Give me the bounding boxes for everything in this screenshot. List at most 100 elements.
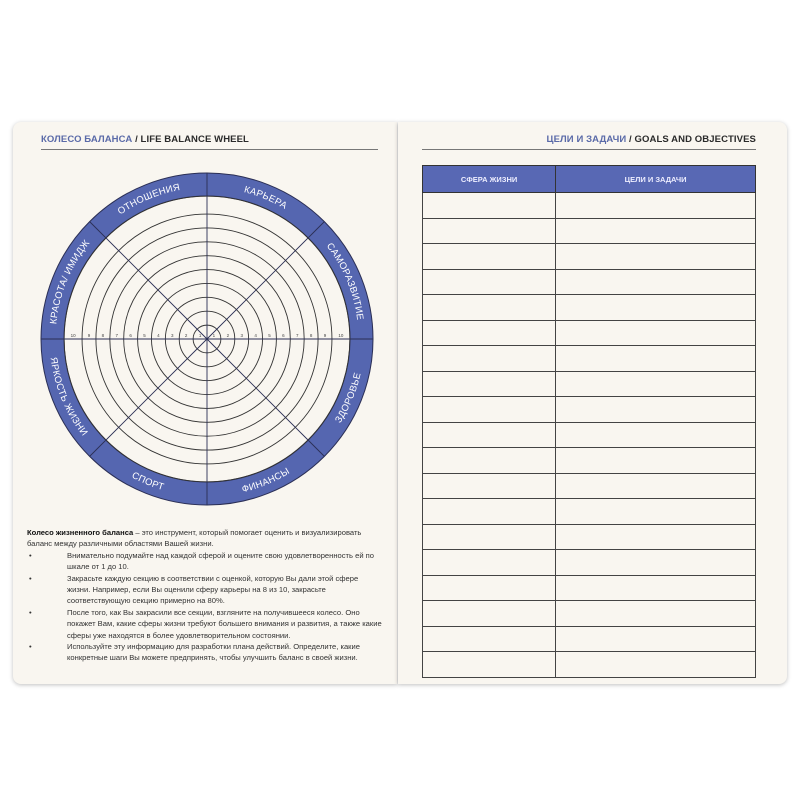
table-row xyxy=(421,421,756,448)
table-row xyxy=(421,447,756,474)
sphere-cell[interactable] xyxy=(421,268,557,295)
goals-cell[interactable] xyxy=(555,447,756,474)
title-ru: КОЛЕСО БАЛАНСА xyxy=(41,134,133,145)
list-item: Внимательно подумайте над каждой сферой … xyxy=(27,550,382,573)
goals-cell[interactable] xyxy=(555,549,756,576)
column-header-sphere: СФЕРА ЖИЗНИ xyxy=(421,165,557,193)
list-item: После того, как Вы закрасили все секции,… xyxy=(27,607,382,641)
goals-cell[interactable] xyxy=(555,294,756,321)
goals-cell[interactable] xyxy=(555,345,756,372)
table-row xyxy=(421,192,756,219)
sphere-cell[interactable] xyxy=(421,243,557,270)
right-page: ЦЕЛИ И ЗАДАЧИ / GOALS AND OBJECTIVES СФЕ… xyxy=(398,122,787,684)
scale-number: 6 xyxy=(282,333,285,338)
table-row xyxy=(421,600,756,627)
goals-cell[interactable] xyxy=(555,472,756,499)
scale-number: 5 xyxy=(143,333,146,338)
sphere-cell[interactable] xyxy=(421,396,557,423)
sphere-cell[interactable] xyxy=(421,294,557,321)
goals-cell[interactable] xyxy=(555,421,756,448)
goals-cell[interactable] xyxy=(555,574,756,601)
sphere-cell[interactable] xyxy=(421,319,557,346)
goals-cell[interactable] xyxy=(555,192,756,219)
table-row xyxy=(421,243,756,270)
table-row xyxy=(421,268,756,295)
title-en: GOALS AND OBJECTIVES xyxy=(634,134,756,145)
scale-number: 10 xyxy=(338,333,344,338)
scale-number: 9 xyxy=(88,333,91,338)
title-sep: / xyxy=(132,134,141,145)
table-row xyxy=(421,651,756,678)
sphere-cell[interactable] xyxy=(421,498,557,525)
scale-number: 2 xyxy=(185,333,188,338)
left-page: КОЛЕСО БАЛАНСА / LIFE BALANCE WHEEL ОТНО… xyxy=(13,122,397,684)
table-row xyxy=(421,345,756,372)
sphere-cell[interactable] xyxy=(421,625,557,652)
goals-cell[interactable] xyxy=(555,268,756,295)
instruction-list: Внимательно подумайте над каждой сферой … xyxy=(27,550,382,664)
sphere-cell[interactable] xyxy=(421,447,557,474)
sphere-cell[interactable] xyxy=(421,472,557,499)
title-sep: / xyxy=(626,134,635,145)
scale-number: 8 xyxy=(102,333,105,338)
sphere-cell[interactable] xyxy=(421,549,557,576)
goals-cell[interactable] xyxy=(555,370,756,397)
goals-cell[interactable] xyxy=(555,319,756,346)
spoke-line xyxy=(206,221,325,340)
scale-number: 3 xyxy=(240,333,243,338)
goals-cell[interactable] xyxy=(555,600,756,627)
scale-number: 9 xyxy=(324,333,327,338)
sphere-cell[interactable] xyxy=(421,523,557,550)
scale-number: 10 xyxy=(71,333,77,338)
sphere-cell[interactable] xyxy=(421,421,557,448)
scale-number: 3 xyxy=(171,333,174,338)
table-row xyxy=(421,549,756,576)
life-balance-wheel: ОТНОШЕНИЯ КАРЬЕРАСАМОРАЗВИТИЕЗДОРОВЬЕФИНА… xyxy=(40,172,374,506)
description-lead: – это инструмент, который помогает оцени… xyxy=(27,528,362,549)
right-page-title: ЦЕЛИ И ЗАДАЧИ / GOALS AND OBJECTIVES xyxy=(547,134,756,145)
scale-number: 4 xyxy=(157,333,160,338)
table-row xyxy=(421,370,756,397)
goals-cell[interactable] xyxy=(555,625,756,652)
sphere-cell[interactable] xyxy=(421,345,557,372)
table-row xyxy=(421,294,756,321)
scale-number: 5 xyxy=(268,333,271,338)
scale-number: 6 xyxy=(129,333,132,338)
sphere-cell[interactable] xyxy=(421,600,557,627)
header-rule xyxy=(422,149,756,150)
scale-number: 7 xyxy=(115,333,118,338)
sphere-cell[interactable] xyxy=(421,651,557,678)
sphere-cell[interactable] xyxy=(421,192,557,219)
goals-cell[interactable] xyxy=(555,243,756,270)
column-header-goals: ЦЕЛИ И ЗАДАЧИ xyxy=(555,165,756,193)
spoke-line xyxy=(206,338,325,457)
scale-number: 2 xyxy=(227,333,230,338)
description: Колесо жизненного баланса – это инструме… xyxy=(27,527,382,664)
scale-number: 7 xyxy=(296,333,299,338)
sphere-cell[interactable] xyxy=(421,370,557,397)
table-row xyxy=(421,498,756,525)
table-row xyxy=(421,396,756,423)
goals-cell[interactable] xyxy=(555,396,756,423)
list-item: Закрасьте каждую секцию в соответствии с… xyxy=(27,573,382,607)
scale-number: 1 xyxy=(199,333,202,338)
goals-cell[interactable] xyxy=(555,651,756,678)
scale-number: 8 xyxy=(310,333,313,338)
goals-cell[interactable] xyxy=(555,217,756,244)
table-row xyxy=(421,625,756,652)
table-row xyxy=(421,523,756,550)
goals-cell[interactable] xyxy=(555,523,756,550)
spoke-line xyxy=(89,338,208,457)
description-lead-bold: Колесо жизненного баланса xyxy=(27,528,134,537)
goals-table: СФЕРА ЖИЗНИ ЦЕЛИ И ЗАДАЧИ xyxy=(421,165,756,678)
table-row xyxy=(421,574,756,601)
sphere-cell[interactable] xyxy=(421,574,557,601)
spoke-line xyxy=(89,221,208,340)
title-en: LIFE BALANCE WHEEL xyxy=(140,134,249,145)
table-row xyxy=(421,319,756,346)
list-item: Используйте эту информацию для разработк… xyxy=(27,641,382,664)
scale-number: 1 xyxy=(213,333,216,338)
goals-cell[interactable] xyxy=(555,498,756,525)
sphere-cell[interactable] xyxy=(421,217,557,244)
left-page-title: КОЛЕСО БАЛАНСА / LIFE BALANCE WHEEL xyxy=(41,134,249,145)
